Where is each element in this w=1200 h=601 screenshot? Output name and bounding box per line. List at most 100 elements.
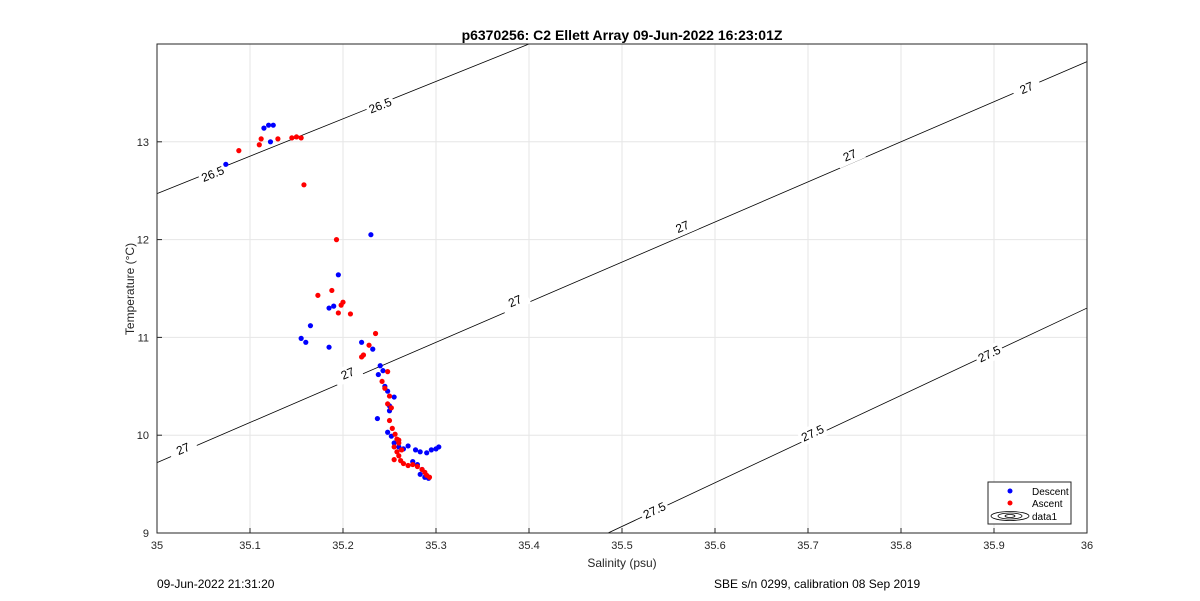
chart-title: p6370256: C2 Ellett Array 09-Jun-2022 16… — [462, 27, 783, 43]
x-tick-label: 35.7 — [797, 540, 818, 552]
descent-point — [298, 335, 304, 341]
x-tick-label: 35.3 — [425, 540, 446, 552]
descent-point — [307, 323, 314, 329]
x-tick-label: 35.6 — [704, 540, 725, 552]
ascent-point — [293, 134, 300, 140]
descent-point — [391, 440, 397, 446]
print-timestamp: 09-Jun-2022 21:31:20 — [157, 577, 275, 591]
ascent-point — [385, 369, 391, 375]
ascent-point — [329, 287, 335, 294]
ascent-point — [258, 136, 264, 142]
descent-point — [261, 125, 267, 131]
descent-point — [266, 122, 272, 128]
descent-point — [417, 471, 423, 477]
y-tick-label: 9 — [143, 528, 149, 540]
ascent-point — [236, 148, 242, 154]
legend-box — [987, 481, 1072, 525]
ascent-point — [386, 417, 393, 424]
descent-point — [436, 444, 442, 450]
data-points — [223, 122, 442, 481]
descent-point — [223, 161, 229, 167]
contour-label-27: 27 — [841, 146, 859, 164]
descent-point — [303, 339, 309, 345]
descent-point — [412, 447, 419, 453]
descent-point — [374, 415, 381, 422]
legend-label-descent: Descent — [1032, 487, 1069, 498]
ascent-point — [298, 135, 304, 141]
calibration-note: SBE s/n 0299, calibration 08 Sep 2019 — [714, 577, 921, 591]
ascent-point — [366, 342, 372, 348]
y-tick-label: 12 — [137, 235, 149, 247]
contour-label-bg — [196, 161, 229, 187]
contour-line-27 — [156, 61, 1088, 463]
ascent-point — [388, 405, 394, 411]
contour-label-bg — [331, 360, 364, 387]
descent-point — [326, 305, 332, 311]
ascent-point — [400, 460, 407, 467]
contour-label-27: 27 — [674, 218, 692, 236]
contour-label-bg — [638, 497, 671, 524]
descent-point — [270, 122, 276, 128]
ascent-point — [372, 330, 379, 337]
contour-label-bg — [499, 288, 532, 315]
ascent-point — [398, 447, 405, 453]
ascent-point — [301, 182, 307, 188]
descent-point — [380, 368, 386, 374]
legend: Descent Ascent data1 — [987, 481, 1072, 525]
contour-label-bg — [973, 340, 1006, 368]
descent-point — [428, 447, 434, 453]
x-tick-label: 35.5 — [611, 540, 632, 552]
y-tick-label: 13 — [137, 137, 149, 149]
ascent-point — [396, 453, 402, 459]
x-tick-label: 35.9 — [983, 540, 1004, 552]
ascent-point — [396, 437, 402, 443]
descent-point — [331, 303, 337, 309]
ascent-point — [379, 378, 385, 385]
ascent-point — [315, 292, 321, 298]
ascent-point — [333, 237, 340, 243]
ascent-point — [394, 449, 400, 455]
ascent-point — [391, 457, 397, 463]
contour-label-bg — [167, 436, 200, 462]
x-tick-label: 36 — [1081, 540, 1093, 552]
descent-point — [417, 449, 423, 455]
ascent-point — [391, 444, 397, 450]
ascent-point — [359, 354, 365, 360]
legend-label-data1: data1 — [1032, 512, 1057, 523]
descent-point — [405, 443, 411, 449]
descent-point — [326, 344, 332, 350]
descent-point — [267, 139, 274, 145]
x-tick-label: 35 — [151, 540, 163, 552]
descent-point — [375, 371, 381, 378]
ascent-point — [392, 431, 398, 437]
descent-point — [377, 363, 383, 369]
ascent-point — [275, 136, 281, 142]
ascent-point — [426, 474, 433, 480]
contour-line-27.5 — [607, 307, 1088, 534]
y-axis-label: Temperature (°C) — [123, 243, 137, 335]
ascent-point — [405, 462, 411, 469]
descent-point — [424, 450, 430, 456]
contour-label-bg — [1010, 75, 1043, 101]
axis-ticks: 35 35.1 35.2 35.3 35.4 35.5 35.6 35.7 35.8 35.9 36… — [137, 137, 1093, 552]
ascent-point — [338, 302, 344, 308]
descent-point — [359, 339, 365, 345]
ascent-point — [382, 385, 388, 391]
ascent-point — [335, 310, 341, 316]
x-tick-label: 35.2 — [332, 540, 353, 552]
ascent-point — [385, 401, 391, 407]
contour-legend-icon — [990, 511, 1030, 521]
contour-label-27: 27 — [174, 440, 192, 458]
descent-point — [370, 346, 376, 352]
y-tick-label: 10 — [137, 430, 149, 442]
x-axis-label: Salinity (psu) — [587, 556, 656, 570]
contour-label-27: 27 — [339, 364, 357, 382]
legend-label-ascent: Ascent — [1032, 499, 1063, 510]
ascent-point — [289, 135, 295, 141]
legend-marker-ascent — [1007, 500, 1013, 506]
descent-point — [391, 394, 397, 400]
contour-label-bg — [364, 92, 397, 119]
contour-label-bg — [666, 213, 699, 240]
